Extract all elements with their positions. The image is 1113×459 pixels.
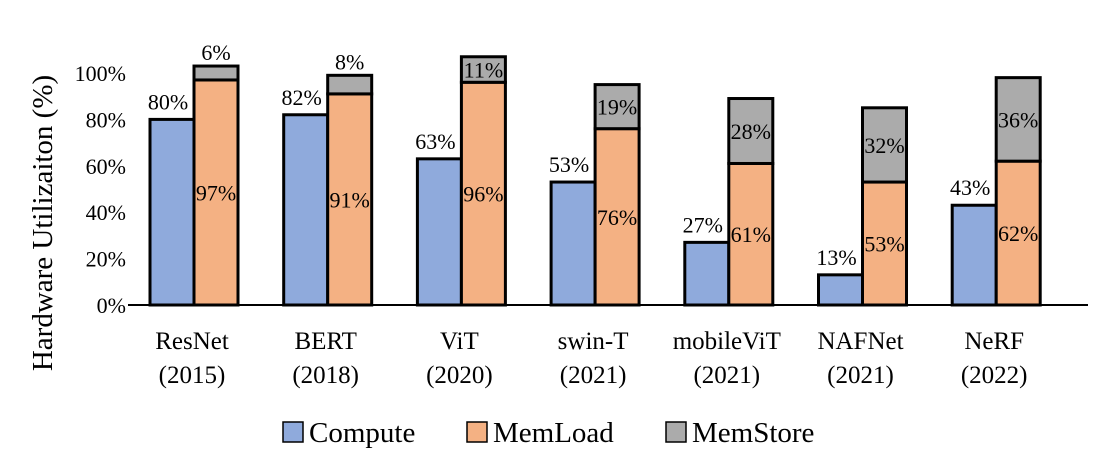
category-label: ViT (2020) [426, 328, 493, 389]
category-year: (2021) [560, 362, 627, 389]
category-year: (2021) [693, 362, 760, 389]
y-tick-label: 20% [86, 247, 126, 272]
y-axis-label-group: Hardware Utilizaiton (%) [27, 75, 59, 371]
y-axis-ticks: 0% 20% 40% 60% 80% 100% [75, 61, 126, 318]
memload-data-label: 91% [330, 187, 370, 212]
category-labels: ResNet (2015) BERT (2018) ViT (2020) swin-T (20… [155, 328, 1027, 389]
category-year: (2018) [292, 362, 359, 389]
compute-data-label: 63% [415, 129, 455, 154]
compute-data-label: 27% [683, 212, 723, 237]
category-label: BERT (2018) [292, 328, 359, 389]
memstore-data-label: 32% [864, 133, 904, 158]
memload-data-label: 61% [731, 222, 771, 247]
memstore-bar [326, 73, 374, 96]
bar-groups: 80% 97% 6% 82% 91% 8% 63% 96% 11% 53% 76% 19% 27% 61%… [148, 40, 1042, 307]
memstore-data-label: 36% [998, 107, 1038, 132]
category-year: (2020) [426, 362, 493, 389]
memstore-bar [593, 83, 641, 131]
memstore-data-label: 11% [464, 58, 504, 83]
bar-group: 43% 62% 36% [950, 76, 1042, 307]
bar-group: 82% 91% 8% [282, 49, 374, 307]
compute-data-label: 43% [950, 175, 990, 200]
legend-swatch [466, 421, 488, 443]
y-axis-label: Hardware Utilizaiton (%) [27, 75, 59, 371]
compute-bar [148, 117, 196, 307]
compute-data-label: 82% [282, 85, 322, 110]
legend-swatch [282, 421, 304, 443]
memload-bar [994, 159, 1042, 307]
memstore-bar [861, 106, 908, 184]
compute-bar [282, 113, 330, 307]
category-label: ResNet (2015) [155, 328, 229, 389]
bar-group: 53% 76% 19% [549, 83, 641, 307]
category-year: (2022) [961, 362, 1028, 389]
legend-item: MemLoad [466, 417, 614, 449]
category-label: NeRF (2022) [961, 328, 1028, 389]
y-tick-label: 0% [97, 293, 126, 318]
compute-data-label: 53% [549, 152, 589, 177]
category-label: mobileViT (2021) [673, 328, 781, 389]
compute-bar [950, 203, 998, 307]
category-name: NeRF [964, 328, 1024, 355]
y-tick-label: 100% [75, 61, 126, 86]
compute-bar [817, 273, 864, 307]
legend-swatch [665, 421, 687, 443]
memstore-bar [192, 64, 240, 82]
compute-bar [549, 180, 597, 307]
memstore-bar [994, 76, 1042, 163]
category-year: (2021) [827, 362, 894, 389]
memstore-data-label: 19% [597, 95, 637, 120]
category-name: ResNet [155, 328, 229, 355]
category-name: BERT [295, 328, 357, 355]
legend-label: MemStore [692, 417, 814, 449]
legend: Compute MemLoad MemStore [282, 417, 814, 449]
y-tick-label: 40% [86, 200, 126, 225]
legend-item: Compute [282, 417, 415, 449]
compute-data-label: 13% [816, 245, 856, 270]
memload-data-label: 96% [463, 182, 503, 207]
legend-item: MemStore [665, 417, 814, 449]
legend-label: Compute [309, 417, 415, 449]
memload-data-label: 62% [998, 221, 1038, 246]
compute-data-label: 80% [148, 89, 188, 114]
memstore-data-label: 6% [201, 40, 230, 65]
bar-group: 13% 53% 32% [816, 106, 908, 307]
memload-data-label: 97% [196, 180, 236, 205]
memload-data-label: 76% [597, 205, 637, 230]
memstore-data-label: 28% [731, 119, 771, 144]
memload-data-label: 53% [864, 232, 904, 257]
category-year: (2015) [159, 362, 226, 389]
category-name: mobileViT [673, 328, 781, 355]
category-name: ViT [440, 328, 479, 355]
compute-bar [683, 240, 731, 307]
memstore-data-label: 8% [335, 49, 364, 74]
category-label: swin-T (2021) [558, 328, 629, 389]
category-label: NAFNet (2021) [817, 328, 903, 389]
compute-bar [415, 157, 463, 307]
category-name: swin-T [558, 328, 629, 355]
bar-group: 27% 61% 28% [683, 97, 775, 307]
category-name: NAFNet [817, 328, 903, 355]
memstore-bar [727, 97, 775, 165]
y-tick-label: 80% [86, 107, 126, 132]
bar-group: 63% 96% 11% [415, 55, 507, 307]
y-tick-label: 60% [86, 154, 126, 179]
memstore-bar [459, 55, 507, 84]
bar-group: 80% 97% 6% [148, 40, 240, 307]
legend-label: MemLoad [493, 417, 614, 449]
